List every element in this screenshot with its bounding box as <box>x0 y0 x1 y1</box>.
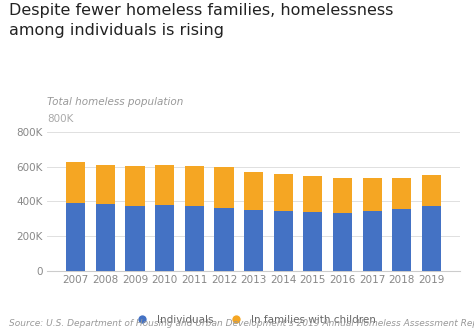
Bar <box>66 162 85 203</box>
Bar <box>126 206 145 271</box>
Bar <box>244 210 263 271</box>
Bar <box>422 206 441 271</box>
Bar <box>185 166 204 207</box>
Bar <box>244 172 263 210</box>
Bar <box>333 179 352 213</box>
Bar <box>96 204 115 271</box>
Bar <box>422 175 441 206</box>
Bar <box>155 165 174 205</box>
Bar <box>126 166 145 206</box>
Bar <box>273 174 293 211</box>
Legend: Individuals, In families with children: Individuals, In families with children <box>132 314 375 325</box>
Bar <box>392 210 411 271</box>
Bar <box>303 176 322 212</box>
Bar <box>363 179 382 211</box>
Bar <box>214 208 234 271</box>
Bar <box>185 207 204 271</box>
Bar <box>392 178 411 210</box>
Bar <box>155 205 174 271</box>
Text: 800K: 800K <box>47 114 74 124</box>
Bar <box>333 213 352 271</box>
Bar <box>303 212 322 271</box>
Text: Despite fewer homeless families, homelessness
among individuals is rising: Despite fewer homeless families, homeles… <box>9 3 394 38</box>
Bar <box>96 165 115 204</box>
Bar <box>214 167 234 208</box>
Text: Total homeless population: Total homeless population <box>47 97 184 107</box>
Bar <box>363 211 382 271</box>
Bar <box>273 211 293 271</box>
Text: Source: U.S. Department of Housing and Urban Development’s 2019 Annual Homeless : Source: U.S. Department of Housing and U… <box>9 319 474 328</box>
Bar <box>66 203 85 271</box>
